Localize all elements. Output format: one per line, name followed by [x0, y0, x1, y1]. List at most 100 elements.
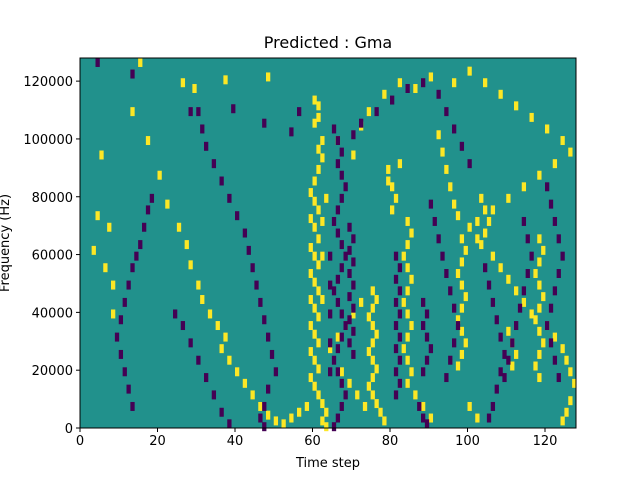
heatmap-cell-high: [328, 344, 333, 354]
heatmap-cell-low: [138, 240, 143, 250]
y-axis-ticks: 0 20000 40000 60000 80000 100000 120000: [23, 75, 80, 437]
heatmap-cell-low: [393, 344, 399, 354]
heatmap-cell-high: [176, 222, 182, 232]
heatmap-cell-high: [428, 72, 434, 82]
heatmap-cell-low: [258, 297, 263, 307]
heatmap-cell-low: [436, 89, 441, 99]
heatmap-cell-low: [397, 332, 403, 342]
heatmap-cell-low: [335, 136, 341, 146]
heatmap-cell-low: [347, 245, 352, 255]
heatmap-cell-high: [316, 312, 321, 322]
heatmap-cell-low: [560, 251, 565, 261]
heatmap-cell-high: [401, 344, 406, 354]
heatmap-cell-high: [564, 355, 569, 365]
heatmap-cell-low: [490, 401, 496, 411]
heatmap-cell-high: [537, 280, 542, 290]
heatmap-cell-low: [529, 251, 534, 261]
heatmap-cell-low: [297, 107, 302, 117]
heatmap-cell-high: [227, 355, 232, 365]
heatmap-cell-high: [351, 150, 356, 160]
heatmap-cell-low: [393, 297, 399, 307]
heatmap-cell-high: [514, 101, 519, 111]
heatmap-cell-high: [421, 401, 426, 411]
heatmap-cell-high: [312, 277, 317, 287]
heatmap-cell-high: [192, 84, 197, 93]
heatmap-cell-low: [397, 378, 403, 388]
heatmap-cell-low: [424, 355, 430, 365]
heatmap-cell-high: [316, 164, 321, 174]
heatmap-cell-high: [405, 216, 410, 226]
heatmap-cell-low: [483, 263, 488, 273]
heatmap-cell-low: [486, 280, 492, 290]
heatmap-cell-high: [409, 228, 414, 238]
heatmap-cell-high: [393, 193, 399, 203]
heatmap-cell-low: [134, 251, 139, 261]
heatmap-cell-low: [335, 344, 341, 354]
heatmap-cell-high: [324, 193, 329, 203]
heatmap-cell-high: [107, 222, 112, 232]
heatmap-cell-high: [324, 422, 329, 432]
heatmap-cell-high: [308, 295, 313, 304]
heatmap-cell-high: [308, 243, 313, 252]
heatmap-cell-low: [204, 373, 209, 383]
heatmap-cell-high: [514, 286, 519, 296]
heatmap-cell-high: [312, 381, 317, 391]
heatmap-cell-high: [184, 240, 189, 250]
heatmap-cell-low: [118, 349, 124, 359]
heatmap-cell-high: [560, 344, 565, 354]
heatmap-cell-high: [312, 176, 317, 186]
heatmap-cell-low: [374, 107, 379, 117]
heatmap-cell-high: [467, 222, 472, 232]
heatmap-cell-high: [475, 216, 480, 226]
heatmap-cell-high: [320, 295, 325, 304]
heatmap-cell-low: [122, 297, 127, 307]
heatmap-cell-high: [370, 338, 375, 348]
heatmap-cell-low: [397, 263, 403, 273]
heatmap-cell-low: [262, 315, 267, 325]
heatmap-cell-low: [173, 309, 178, 319]
y-tick-label: 100000: [23, 133, 73, 148]
heatmap-cell-low: [498, 367, 503, 377]
x-tick-label: 60: [304, 434, 321, 449]
heatmap-cell-low: [339, 170, 344, 180]
heatmap-cell-high: [312, 222, 317, 232]
heatmap-cell-high: [308, 269, 313, 278]
heatmap-cell-high: [258, 401, 263, 411]
heatmap-cell-high: [223, 332, 228, 342]
x-axis-label: Time step: [295, 456, 360, 471]
heatmap-cell-high: [475, 234, 480, 244]
heatmap-cell-high: [316, 205, 321, 215]
heatmap-cell-high: [312, 303, 317, 313]
heatmap-cell-high: [312, 355, 317, 365]
heatmap-cell-high: [541, 245, 546, 255]
heatmap-cell-low: [149, 193, 155, 203]
heatmap-cell-low: [351, 349, 356, 359]
heatmap-cell-high: [95, 211, 100, 221]
heatmap-cell-high: [374, 399, 379, 409]
heatmap-cell-low: [498, 332, 503, 342]
heatmap-cell-low: [343, 321, 348, 331]
heatmap-cell-high: [490, 251, 496, 261]
heatmap-cell-low: [421, 321, 426, 331]
heatmap-cell-high: [390, 205, 395, 215]
heatmap-cell-low: [188, 338, 193, 348]
heatmap-cell-high: [312, 95, 317, 105]
heatmap-cell-high: [188, 260, 193, 270]
heatmap-cell-low: [548, 338, 554, 348]
heatmap-cell-low: [335, 228, 341, 238]
heatmap-cell-high: [498, 89, 503, 99]
x-axis-ticks: 0 20 40 60 80 100 120: [76, 428, 557, 449]
x-tick-label: 100: [455, 434, 480, 449]
heatmap-cell-high: [498, 263, 503, 273]
heatmap-cell-low: [452, 124, 457, 134]
heatmap-cell-low: [339, 147, 344, 157]
heatmap-cell-high: [370, 390, 375, 400]
y-tick-label: 20000: [32, 364, 73, 379]
heatmap-cell-low: [204, 141, 209, 151]
heatmap-cell-high: [165, 199, 170, 209]
heatmap-cell-high: [378, 407, 383, 417]
heatmap-cell-high: [355, 390, 360, 400]
x-tick-label: 20: [149, 434, 166, 449]
heatmap-cell-high: [200, 295, 205, 304]
